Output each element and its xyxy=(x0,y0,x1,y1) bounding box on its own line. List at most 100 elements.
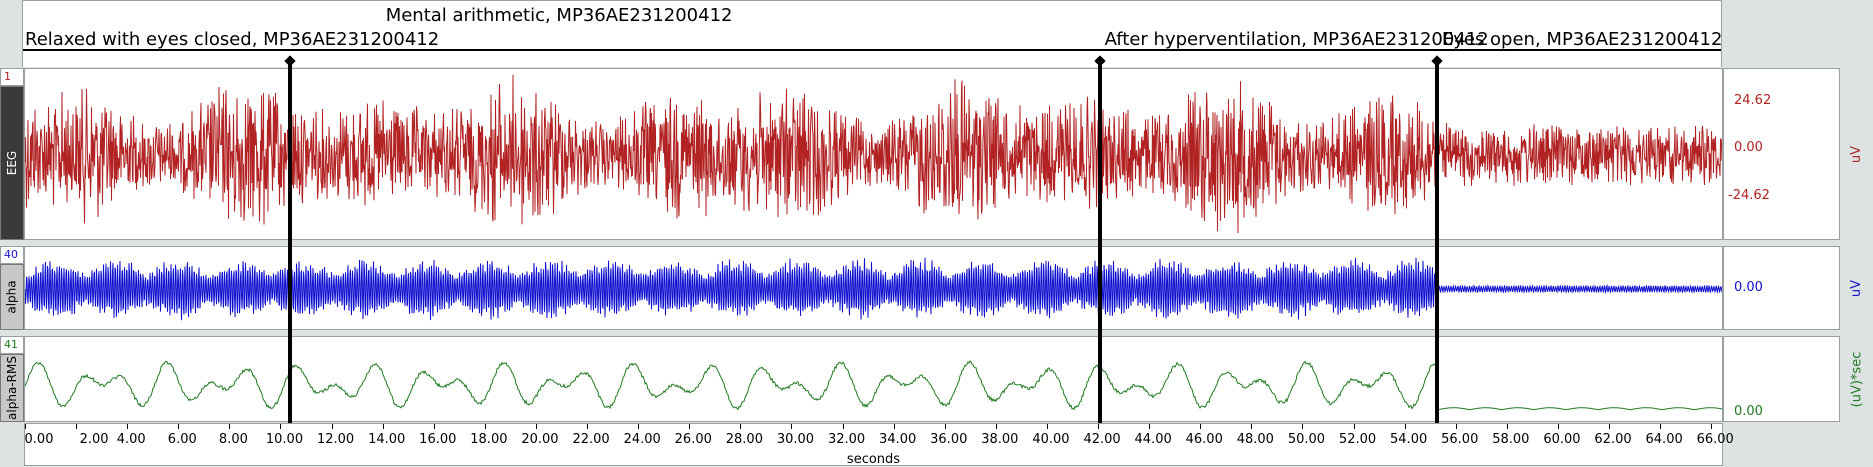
scale-alpha[interactable]: 0.00 xyxy=(1723,246,1840,330)
time-tick-mark xyxy=(1302,424,1304,429)
time-tick-mark xyxy=(433,424,435,429)
time-tick-mark xyxy=(1046,424,1048,429)
time-tick-mark xyxy=(893,424,895,429)
channel-plot-alpha_rms[interactable] xyxy=(24,336,1723,422)
time-tick-mark xyxy=(1455,424,1457,429)
time-tick-mark xyxy=(25,424,26,429)
unit-text: uV xyxy=(1848,279,1864,297)
waveform-trace xyxy=(25,360,1722,411)
time-tick-mark xyxy=(944,424,946,429)
time-tick-mark xyxy=(127,424,129,429)
time-tick-label: 18.00 xyxy=(470,432,508,447)
time-tick-mark xyxy=(1098,424,1100,429)
channel-number[interactable]: 1 xyxy=(0,68,24,86)
scale-tick-label: 0.00 xyxy=(1734,280,1763,295)
channel-plot-eeg[interactable] xyxy=(24,68,1723,240)
scale-alpha_rms[interactable]: 0.00 xyxy=(1723,336,1840,422)
unit-label-eeg: uV xyxy=(1840,68,1873,240)
time-tick-mark xyxy=(1200,424,1202,429)
time-tick-label: 22.00 xyxy=(572,432,610,447)
time-tick-label: 12.00 xyxy=(316,432,355,447)
time-tick-mark xyxy=(689,424,691,429)
event-label[interactable]: Relaxed with eyes closed, MP36AE23120041… xyxy=(25,29,440,50)
time-tick-label: 2.00 xyxy=(79,432,109,447)
channel-number[interactable]: 40 xyxy=(0,246,24,264)
time-tick-label: 52.00 xyxy=(1338,432,1377,447)
time-tick-label: 0.00 xyxy=(24,432,54,447)
time-tick-label: 64.00 xyxy=(1645,432,1683,447)
time-tick-mark xyxy=(382,424,384,429)
scale-eeg[interactable]: 24.62 0.00 -24.62 xyxy=(1723,68,1840,240)
time-tick-label: 54.00 xyxy=(1390,432,1428,447)
time-tick-label: 60.00 xyxy=(1543,432,1581,447)
event-label[interactable]: Mental arithmetic, MP36AE231200412 xyxy=(385,5,733,26)
channel-label-text: alpha-RMS xyxy=(5,356,19,420)
event-label[interactable]: Eyes open, MP36AE231200412 xyxy=(1441,29,1723,50)
channel-number[interactable]: 41 xyxy=(0,336,24,354)
time-tick-label: 40.00 xyxy=(1032,432,1070,447)
time-tick-label: 34.00 xyxy=(879,432,917,447)
time-tick-mark xyxy=(280,424,282,429)
time-tick-label: 38.00 xyxy=(981,432,1019,447)
time-axis[interactable]: 0.00 2.00 4.00 6.00 8.00 10.00 12.00 14.00 16.00… xyxy=(24,423,1734,467)
time-tick-label: 32.00 xyxy=(827,432,866,447)
scale-tick-label: 24.62 xyxy=(1734,93,1772,108)
time-tick-label: 56.00 xyxy=(1441,432,1479,447)
channel-label-text: EEG xyxy=(5,150,19,176)
waveform-trace xyxy=(25,74,1722,234)
time-tick-label: 58.00 xyxy=(1492,432,1530,447)
time-tick-mark xyxy=(1251,424,1253,429)
event-label[interactable]: After hyperventilation, MP36AE231200412 xyxy=(1104,29,1489,50)
time-tick-mark xyxy=(1404,424,1406,429)
time-tick-label: 8.00 xyxy=(218,432,248,447)
waveform-alpha xyxy=(25,257,1722,321)
channel-label-text: alpha xyxy=(5,280,20,314)
time-tick-label: 66.00 xyxy=(1696,432,1734,447)
time-tick-label: 10.00 xyxy=(265,432,304,447)
time-tick-mark xyxy=(995,424,997,429)
channel-label-eeg[interactable]: EEG xyxy=(0,86,24,240)
time-tick-mark xyxy=(587,424,589,429)
time-tick-mark xyxy=(1609,424,1611,429)
channel-label-alpha[interactable]: alpha xyxy=(0,264,24,330)
time-tick-mark xyxy=(178,424,180,429)
time-tick-mark xyxy=(1506,424,1508,429)
time-tick-label: 14.00 xyxy=(368,432,406,447)
time-tick-label: 4.00 xyxy=(116,432,146,447)
time-tick-mark xyxy=(1557,424,1559,429)
time-tick-mark xyxy=(1711,424,1713,429)
time-tick-mark xyxy=(229,424,231,429)
time-tick-mark xyxy=(791,424,793,429)
time-tick-label: 62.00 xyxy=(1594,432,1632,447)
time-tick-mark xyxy=(331,424,333,429)
event-marker-bar[interactable]: Relaxed with eyes closed, MP36AE23120041… xyxy=(22,0,1722,67)
unit-label-alpha_rms: (uV)*sec xyxy=(1840,336,1873,422)
time-tick-mark xyxy=(1149,424,1151,429)
time-axis-label: seconds xyxy=(846,452,901,467)
time-tick-label: 16.00 xyxy=(419,432,457,447)
event-marker-line[interactable] xyxy=(1434,60,1439,423)
event-marker-line[interactable] xyxy=(287,60,292,423)
time-tick-label: 6.00 xyxy=(167,432,197,447)
time-tick-label: 42.00 xyxy=(1083,432,1121,447)
channel-label-alpha_rms[interactable]: alpha-RMS xyxy=(0,354,24,422)
time-tick-label: 24.00 xyxy=(623,432,661,447)
scale-tick-label: 0.00 xyxy=(1734,404,1763,419)
time-tick-mark xyxy=(76,424,78,429)
channel-plot-alpha[interactable] xyxy=(24,246,1723,330)
time-tick-mark xyxy=(1353,424,1355,429)
waveform-eeg xyxy=(25,74,1722,234)
time-tick-mark xyxy=(484,424,486,429)
time-tick-label: 46.00 xyxy=(1185,432,1223,447)
time-tick-label: 50.00 xyxy=(1287,432,1326,447)
time-tick-mark xyxy=(1660,424,1662,429)
time-tick-label: 44.00 xyxy=(1134,432,1172,447)
unit-text: uV xyxy=(1848,145,1864,163)
time-tick-mark xyxy=(638,424,640,429)
time-tick-label: 48.00 xyxy=(1236,432,1274,447)
scale-tick-label: -24.62 xyxy=(1728,188,1770,203)
time-tick-mark xyxy=(535,424,537,429)
waveform-alpha_rms xyxy=(25,360,1722,411)
event-timeline xyxy=(23,49,1721,51)
event-marker-line[interactable] xyxy=(1097,60,1102,423)
